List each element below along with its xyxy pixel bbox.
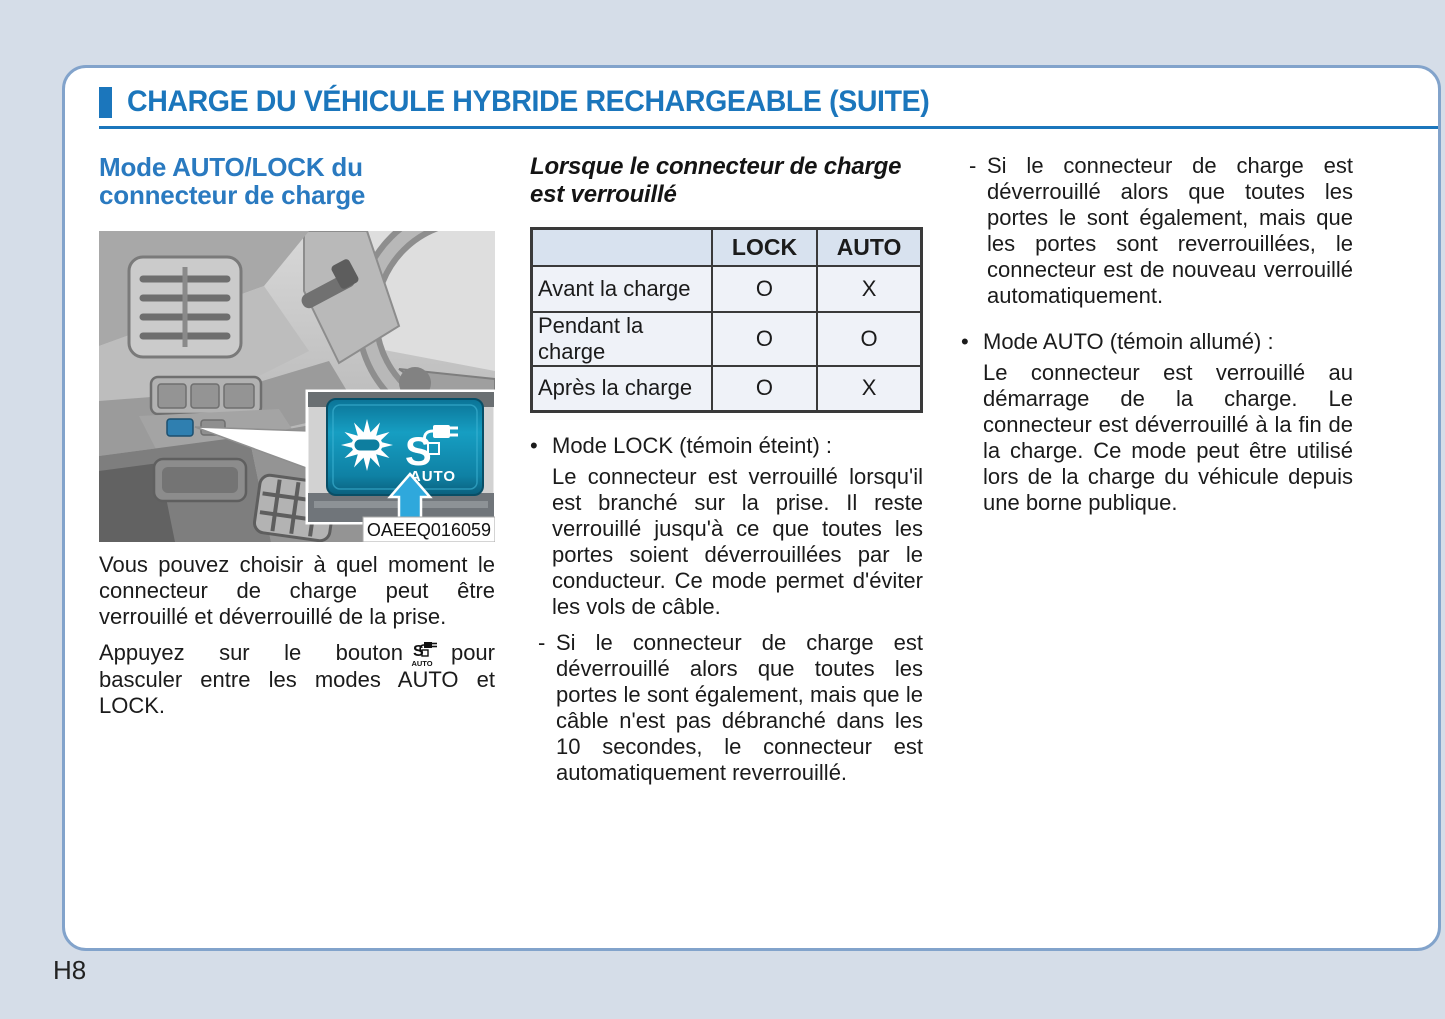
content-columns: Mode AUTO/LOCK du connecteur de charge [99, 153, 1438, 786]
dash-marker: - [538, 630, 546, 655]
page-number: H8 [53, 955, 87, 985]
column-right: - Si le connecteur de charge est déverro… [961, 153, 1353, 516]
table-row: Pendant la charge O O [530, 310, 923, 367]
table-header-auto: AUTO [816, 227, 923, 267]
figure-caption: OAEEQ016059 [362, 516, 495, 542]
indicator-lamp-icon [341, 419, 393, 471]
mode-lock-subnote-continued: - Si le connecteur de charge est déverro… [969, 153, 1353, 308]
mode-auto-title: Mode AUTO (témoin allumé) : [983, 329, 1274, 354]
svg-text:S: S [413, 643, 424, 660]
table-row: Avant la charge O X [530, 264, 923, 313]
mode-lock-title: Mode LOCK (témoin éteint) : [552, 433, 833, 458]
dashboard-illustration: S AUTO OAEEQ016059 [99, 231, 495, 542]
table-header-empty [530, 227, 713, 267]
svg-text:OAEEQ016059: OAEEQ016059 [367, 520, 491, 540]
manual-page-card: CHARGE DU VÉHICULE HYBRIDE RECHARGEABLE … [62, 65, 1441, 951]
left-paragraph-1: Vous pouvez choisir à quel moment le con… [99, 552, 495, 629]
section-title: CHARGE DU VÉHICULE HYBRIDE RECHARGEABLE … [127, 85, 930, 118]
storage-bin-icon [152, 457, 248, 503]
steering-column-icon [301, 231, 401, 365]
button-auto-label: AUTO [410, 468, 456, 485]
left-paragraph-2: Appuyez sur le bouton S AUTO pour bascul… [99, 640, 495, 718]
section-header-accent-bar [99, 86, 112, 118]
air-vent-icon [127, 255, 243, 359]
charge-plug-icon: S [405, 425, 458, 474]
switch-panel-icon [149, 375, 263, 416]
dashboard-figure: S AUTO OAEEQ016059 [99, 231, 495, 542]
table-row: Après la charge O X [530, 364, 923, 413]
table-header-row: LOCK AUTO [530, 227, 923, 267]
mode-lock-subnote: - Si le connecteur de charge est déverro… [538, 630, 923, 785]
table-header-lock: LOCK [710, 227, 819, 267]
section-header: CHARGE DU VÉHICULE HYBRIDE RECHARGEABLE … [99, 85, 1438, 129]
mode-auto-body: Le connecteur est verrouillé au démarrag… [983, 360, 1353, 515]
charge-connector-button-on-dash [166, 418, 194, 437]
svg-text:AUTO: AUTO [411, 659, 432, 667]
mode-auto-bullet: • Mode AUTO (témoin allumé) : [961, 329, 1353, 355]
bullet-marker: • [961, 329, 969, 354]
column-left: Mode AUTO/LOCK du connecteur de charge [99, 153, 495, 719]
left-heading: Mode AUTO/LOCK du connecteur de charge [99, 152, 366, 210]
mode-lock-body: Le connecteur est verrouillé lorsqu'il e… [552, 464, 923, 619]
column-middle: Lorsque le connecteur de charge est verr… [530, 153, 923, 786]
lock-auto-table: LOCK AUTO Avant la charge O X Pendant la… [530, 227, 923, 413]
dash-marker: - [969, 153, 977, 178]
auto-lock-button-icon: S AUTO [411, 642, 437, 668]
mode-lock-bullet: • Mode LOCK (témoin éteint) : [530, 433, 923, 459]
button-callout: S AUTO [305, 389, 495, 525]
bullet-marker: • [530, 433, 538, 458]
middle-heading: Lorsque le connecteur de charge est verr… [530, 153, 902, 208]
